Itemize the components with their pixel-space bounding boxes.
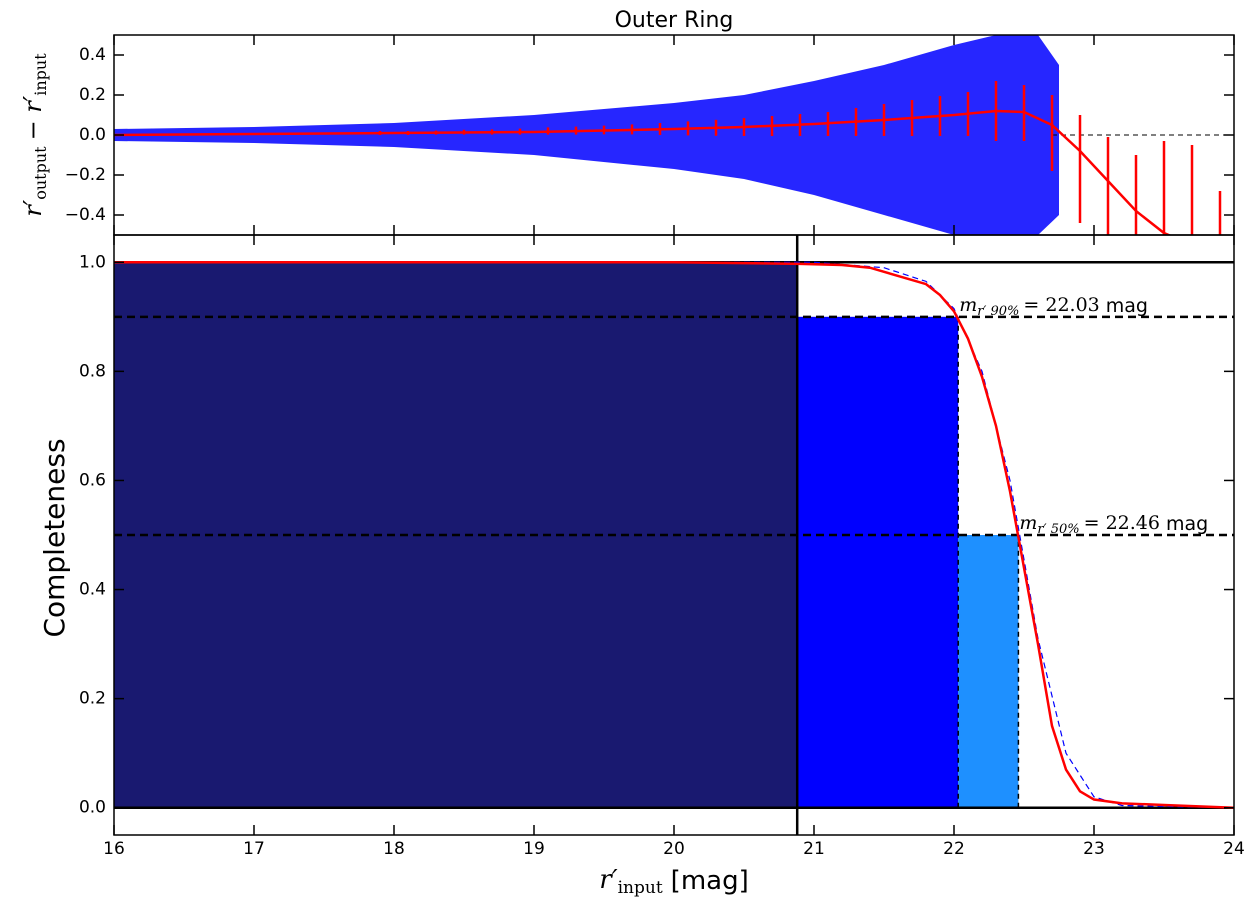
x-label-part: [mag] xyxy=(671,866,749,896)
y-label-part: − r′ xyxy=(19,95,47,140)
annotation-part: = 22.46 xyxy=(1084,512,1160,534)
chart-title: Outer Ring xyxy=(615,8,734,33)
x-tick-label: 22 xyxy=(943,839,965,859)
axes: −0.4 −0.2 0.0 0.2 0.4 16 17 18 19 20 21 22 23 24 0.0 0.… xyxy=(65,35,1245,859)
annotation: mr′ 90% = 22.03 mag xyxy=(959,294,1148,319)
bottom-frame xyxy=(113,234,1235,836)
annotation-part: mag xyxy=(1166,513,1208,535)
y-tick-label: 0.2 xyxy=(79,85,106,105)
completeness-curve xyxy=(114,261,1234,809)
annotation-part: r′ 50% xyxy=(1037,522,1079,537)
y-label-part: r′ xyxy=(19,199,47,216)
y-label-part: input xyxy=(31,53,50,96)
x-tick-label: 20 xyxy=(663,839,685,859)
residual-plot xyxy=(114,35,1234,235)
x-label-part: input xyxy=(618,878,663,898)
y-tick-label: 0.4 xyxy=(79,45,106,65)
y-axis-label: r′output − r′input xyxy=(19,53,50,217)
annotation-part: r′ 90% xyxy=(977,303,1019,318)
bar xyxy=(958,535,1019,808)
y-tick-label: −0.2 xyxy=(65,165,106,185)
annotation-part: = 22.03 xyxy=(1023,294,1099,316)
y-label-part: output xyxy=(31,146,50,200)
annotation-part: m xyxy=(1019,512,1037,534)
y-tick-label: 0.4 xyxy=(79,580,106,600)
x-tick-label: 16 xyxy=(103,839,125,859)
annotation: mr′ 50% = 22.46 mag xyxy=(1019,512,1208,537)
annotation-part: mag xyxy=(1106,294,1148,316)
x-tick-label: 24 xyxy=(1223,839,1245,859)
x-tick-label: 23 xyxy=(1083,839,1105,859)
y-tick-label: 0.0 xyxy=(79,798,106,818)
y-tick-label: 0.6 xyxy=(79,470,106,490)
x-tick-label: 21 xyxy=(803,839,825,859)
y-tick-label: 1.0 xyxy=(79,252,106,272)
scatter-spread xyxy=(114,35,1059,235)
completeness-plot xyxy=(114,235,1234,835)
x-tick-label: 19 xyxy=(523,839,545,859)
annotation-part: m xyxy=(959,294,977,316)
x-label-part: r′ xyxy=(599,865,617,895)
x-axis-label: r′input [mag] xyxy=(599,865,748,898)
y-tick-label: 0.0 xyxy=(79,125,106,145)
trend-line xyxy=(114,109,1172,235)
x-tick-label: 17 xyxy=(243,839,265,859)
y-axis-label: Completeness xyxy=(38,438,71,637)
bar xyxy=(797,316,959,808)
x-tick-label: 18 xyxy=(383,839,405,859)
y-tick-label: 0.8 xyxy=(79,361,106,381)
y-tick-label: −0.4 xyxy=(65,205,106,225)
y-tick-label: 0.2 xyxy=(79,689,106,709)
fit-line xyxy=(114,261,1234,809)
